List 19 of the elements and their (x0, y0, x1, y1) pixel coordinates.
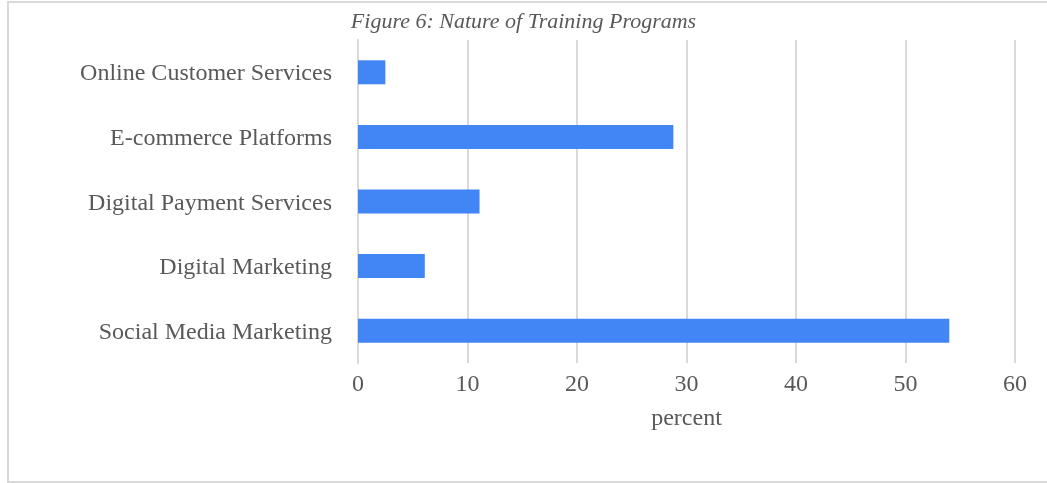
x-tick-label: 40 (784, 370, 808, 396)
x-axis-title: percent (651, 404, 723, 430)
bar (358, 124, 674, 149)
y-tick-label: Social Media Marketing (98, 317, 332, 344)
bar (358, 254, 425, 279)
x-tick-label: 0 (352, 370, 364, 396)
chart-title: Figure 6: Nature of Training Programs (349, 7, 697, 33)
x-tick-label: 20 (565, 370, 589, 396)
x-tick-label: 30 (674, 370, 699, 396)
x-tick-label: 50 (893, 370, 918, 396)
y-tick-label: E-commerce Platforms (110, 123, 332, 150)
y-tick-label: Digital Payment Services (88, 188, 332, 215)
x-tick-label: 10 (455, 370, 480, 396)
bar (358, 189, 480, 214)
bar (358, 318, 950, 343)
bar (358, 60, 386, 85)
y-tick-label: Digital Marketing (159, 253, 332, 280)
y-tick-label: Online Customer Services (80, 59, 332, 86)
x-tick-label: 60 (1003, 370, 1027, 396)
